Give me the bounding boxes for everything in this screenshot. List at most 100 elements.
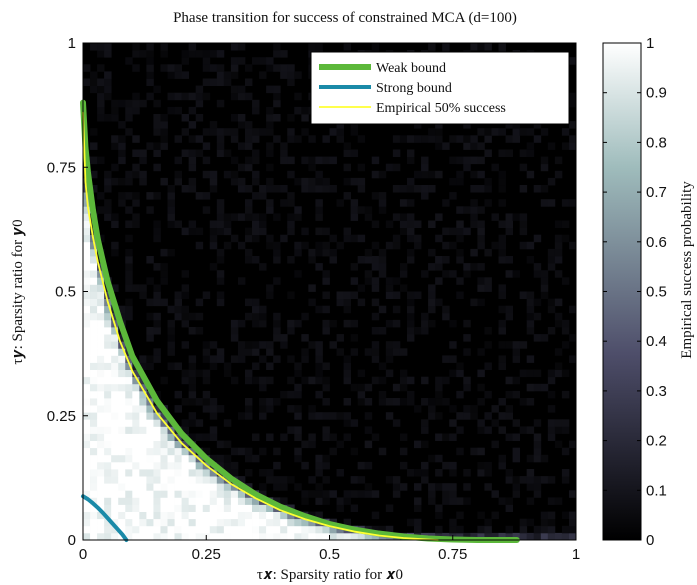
- heatmap-cell: [322, 327, 330, 335]
- heatmap-cell: [371, 511, 380, 520]
- heatmap-cell: [406, 185, 415, 193]
- heatmap-cell: [519, 518, 528, 527]
- heatmap-cell: [90, 128, 98, 136]
- heatmap-cell: [301, 241, 309, 250]
- heatmap-cell: [568, 490, 577, 498]
- heatmap-cell: [392, 305, 401, 314]
- heatmap-cell: [216, 78, 225, 86]
- heatmap-cell: [111, 369, 119, 378]
- heatmap-cell: [463, 405, 471, 413]
- heatmap-cell: [104, 362, 112, 370]
- heatmap-cell: [392, 319, 401, 328]
- heatmap-cell: [273, 92, 281, 101]
- heatmap-cell: [104, 369, 112, 378]
- heatmap-cell: [237, 490, 246, 498]
- heatmap-cell: [435, 504, 443, 512]
- heatmap-cell: [90, 43, 98, 51]
- heatmap-cell: [83, 398, 91, 406]
- heatmap-cell: [491, 490, 499, 498]
- heatmap-cell: [244, 121, 253, 129]
- heatmap-cell: [463, 412, 471, 420]
- heatmap-cell: [392, 398, 401, 406]
- heatmap-cell: [350, 319, 359, 328]
- heatmap-cell: [280, 390, 288, 399]
- heatmap-cell: [209, 177, 218, 186]
- heatmap-cell: [97, 85, 105, 94]
- heatmap-cell: [118, 476, 126, 484]
- heatmap-cell: [90, 383, 98, 392]
- heatmap-cell: [491, 440, 499, 449]
- heatmap-cell: [118, 156, 126, 165]
- heatmap-cell: [83, 525, 91, 534]
- heatmap-cell: [125, 220, 133, 228]
- heatmap-cell: [188, 469, 197, 477]
- heatmap-cell: [512, 128, 521, 136]
- heatmap-cell: [435, 121, 443, 129]
- heatmap-cell: [428, 128, 436, 136]
- heatmap-cell: [357, 256, 366, 264]
- heatmap-cell: [195, 398, 204, 406]
- heatmap-cell: [259, 412, 267, 420]
- heatmap-cell: [343, 319, 352, 328]
- heatmap-cell: [153, 355, 161, 363]
- heatmap-cell: [223, 525, 232, 534]
- heatmap-cell: [209, 511, 218, 520]
- heatmap-cell: [385, 220, 394, 228]
- heatmap-cell: [188, 504, 197, 512]
- heatmap-cell: [343, 234, 352, 243]
- heatmap-cell: [456, 234, 464, 243]
- heatmap-cell: [146, 334, 154, 342]
- heatmap-cell: [322, 398, 330, 406]
- heatmap-cell: [146, 490, 154, 498]
- heatmap-cell: [223, 220, 232, 228]
- heatmap-cell: [512, 390, 521, 399]
- heatmap-cell: [280, 511, 288, 520]
- heatmap-cell: [153, 85, 161, 94]
- heatmap-cell: [244, 142, 253, 150]
- heatmap-cell: [132, 149, 140, 157]
- heatmap-cell: [470, 405, 478, 413]
- heatmap-cell: [97, 156, 105, 165]
- heatmap-cell: [259, 383, 267, 392]
- heatmap-cell: [125, 525, 133, 534]
- heatmap-cell: [477, 277, 485, 285]
- heatmap-cell: [484, 362, 492, 370]
- heatmap-cell: [547, 305, 556, 314]
- heatmap-cell: [146, 92, 154, 101]
- heatmap-cell: [188, 390, 197, 399]
- heatmap-cell: [329, 128, 337, 136]
- heatmap-cell: [83, 64, 91, 72]
- heatmap-cell: [357, 185, 366, 193]
- heatmap-cell: [498, 256, 506, 264]
- heatmap-cell: [146, 78, 154, 86]
- heatmap-cell: [181, 426, 190, 434]
- heatmap-cell: [181, 497, 190, 505]
- heatmap-cell: [273, 85, 281, 94]
- heatmap-cell: [97, 390, 105, 399]
- y-tick-label: 1: [68, 35, 76, 52]
- heatmap-cell: [83, 220, 91, 228]
- heatmap-cell: [223, 241, 232, 250]
- heatmap-cell: [90, 532, 98, 541]
- heatmap-cell: [181, 341, 190, 349]
- heatmap-cell: [505, 390, 514, 399]
- heatmap-cell: [266, 177, 274, 186]
- heatmap-cell: [498, 497, 506, 505]
- heatmap-cell: [139, 149, 147, 157]
- heatmap-cell: [533, 433, 542, 441]
- heatmap-cell: [83, 369, 91, 378]
- heatmap-cell: [216, 71, 225, 79]
- heatmap-cell: [336, 291, 344, 299]
- heatmap-cell: [188, 227, 197, 236]
- heatmap-cell: [216, 497, 225, 505]
- heatmap-cell: [350, 291, 359, 299]
- heatmap-cell: [97, 319, 105, 328]
- heatmap-cell: [237, 497, 246, 505]
- heatmap-cell: [512, 490, 521, 498]
- heatmap-cell: [554, 348, 563, 356]
- heatmap-cell: [132, 376, 140, 385]
- heatmap-cell: [188, 376, 197, 385]
- heatmap-cell: [449, 227, 457, 236]
- heatmap-cell: [97, 298, 105, 307]
- heatmap-cell: [350, 199, 359, 207]
